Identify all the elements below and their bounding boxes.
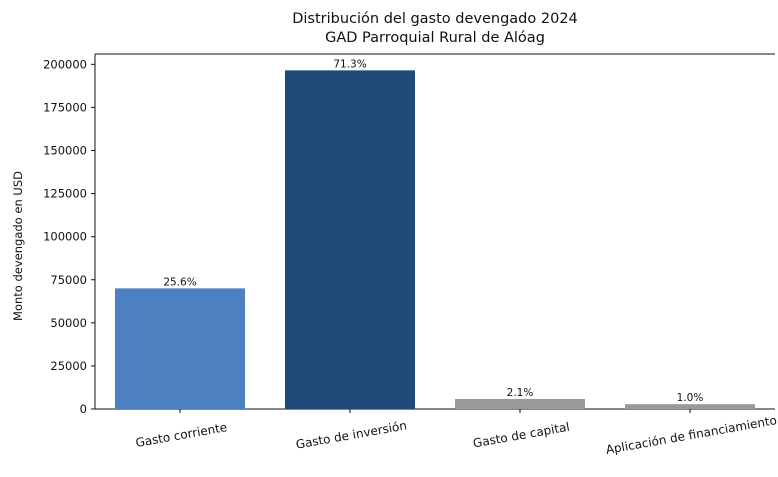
chart-subtitle: GAD Parroquial Rural de Alóag xyxy=(325,30,545,46)
y-tick-label: 100000 xyxy=(43,230,87,244)
bars xyxy=(115,70,755,409)
data-label: 71.3% xyxy=(333,58,366,70)
y-tick-label: 50000 xyxy=(50,316,87,330)
data-label: 1.0% xyxy=(677,392,704,404)
y-tick-label: 75000 xyxy=(50,273,87,287)
bar xyxy=(455,399,585,409)
y-tick-label: 150000 xyxy=(43,144,87,158)
y-tick-label: 25000 xyxy=(50,359,87,373)
y-tick-label: 175000 xyxy=(43,100,87,114)
y-tick-label: 0 xyxy=(80,402,87,416)
y-ticks: 0 25000 50000 75000 100000 125000 150000 175000… xyxy=(43,57,95,416)
bar xyxy=(625,404,755,409)
x-tick-label: Aplicación de financiamiento xyxy=(605,413,778,457)
chart-title: Distribución del gasto devengado 2024 xyxy=(292,11,578,27)
data-label: 2.1% xyxy=(507,387,534,399)
bar xyxy=(285,70,415,409)
x-tick-label: Gasto de inversión xyxy=(295,418,408,451)
data-labels: 25.6% 71.3% 2.1% 1.0% xyxy=(163,58,703,404)
bar xyxy=(115,288,245,409)
y-tick-label: 125000 xyxy=(43,187,87,201)
y-tick-label: 200000 xyxy=(43,57,87,71)
x-ticks: Gasto corriente Gasto de inversión Gasto d… xyxy=(134,409,778,457)
x-tick-label: Gasto corriente xyxy=(134,420,228,450)
x-tick-label: Gasto de capital xyxy=(472,420,571,451)
data-label: 25.6% xyxy=(163,276,196,288)
plot-area: 0 25000 50000 75000 100000 125000 150000 175000… xyxy=(43,53,778,457)
y-axis-label: Monto devengado en USD xyxy=(11,171,25,321)
